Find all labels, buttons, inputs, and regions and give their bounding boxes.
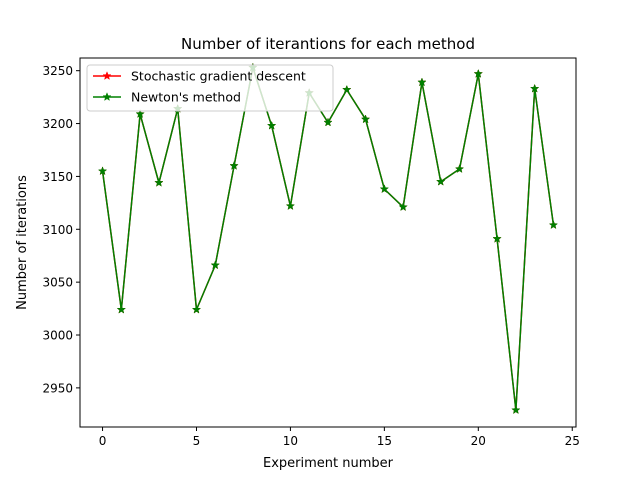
x-tick-label: 5: [193, 434, 201, 448]
x-axis-title: Experiment number: [263, 456, 394, 471]
y-axis-title: Number of iterations: [15, 175, 30, 310]
x-tick-label: 0: [99, 434, 107, 448]
data-point: [210, 260, 220, 270]
data-point: [548, 220, 559, 230]
legend-swatch-marker: [102, 71, 112, 80]
data-point: [492, 233, 502, 243]
data-point: [154, 177, 164, 187]
data-point: [229, 160, 239, 170]
data-point: [360, 114, 371, 124]
x-tick-label: 10: [283, 434, 298, 448]
legend: Stochastic gradient descent Newton's meth…: [86, 64, 334, 112]
data-point: [285, 201, 296, 210]
x-tick-label: 25: [565, 434, 580, 448]
data-point: [116, 304, 127, 314]
y-tick-label: 3200: [42, 117, 73, 131]
series-0: [97, 62, 559, 415]
data-point: [511, 405, 521, 415]
data-point: [135, 109, 145, 119]
data-point: [454, 164, 465, 174]
series-layer: [97, 62, 559, 415]
legend-label: Stochastic gradient descent: [131, 69, 306, 84]
y-axis: 2950 3000 3050 3100 3150 3200 3250: [42, 64, 80, 395]
legend-label: Newton's method: [131, 90, 241, 105]
y-tick-label: 3250: [42, 64, 73, 78]
data-point: [417, 77, 427, 87]
data-point: [266, 120, 277, 130]
data-point: [379, 184, 390, 194]
plot-frame: [79, 57, 577, 428]
data-point: [323, 117, 333, 127]
legend-swatch-marker: [102, 92, 112, 101]
x-axis: 0 5 10 15 20 25: [99, 427, 580, 448]
data-point: [529, 83, 540, 93]
y-tick-label: 3100: [42, 223, 73, 237]
data-point: [191, 304, 202, 314]
chart-title: Number of iterantions for each method: [181, 35, 475, 53]
data-point: [342, 84, 352, 94]
data-point: [436, 176, 446, 186]
x-tick-label: 15: [377, 434, 392, 448]
y-tick-label: 3000: [42, 329, 73, 343]
y-tick-label: 3150: [42, 170, 73, 184]
y-tick-label: 2950: [42, 381, 73, 395]
x-tick-label: 20: [471, 434, 486, 448]
data-point: [398, 202, 408, 212]
series-1: [97, 62, 559, 415]
data-point: [473, 68, 483, 78]
y-tick-label: 3050: [42, 276, 73, 290]
legend-box: [86, 64, 334, 112]
data-point: [97, 166, 108, 176]
